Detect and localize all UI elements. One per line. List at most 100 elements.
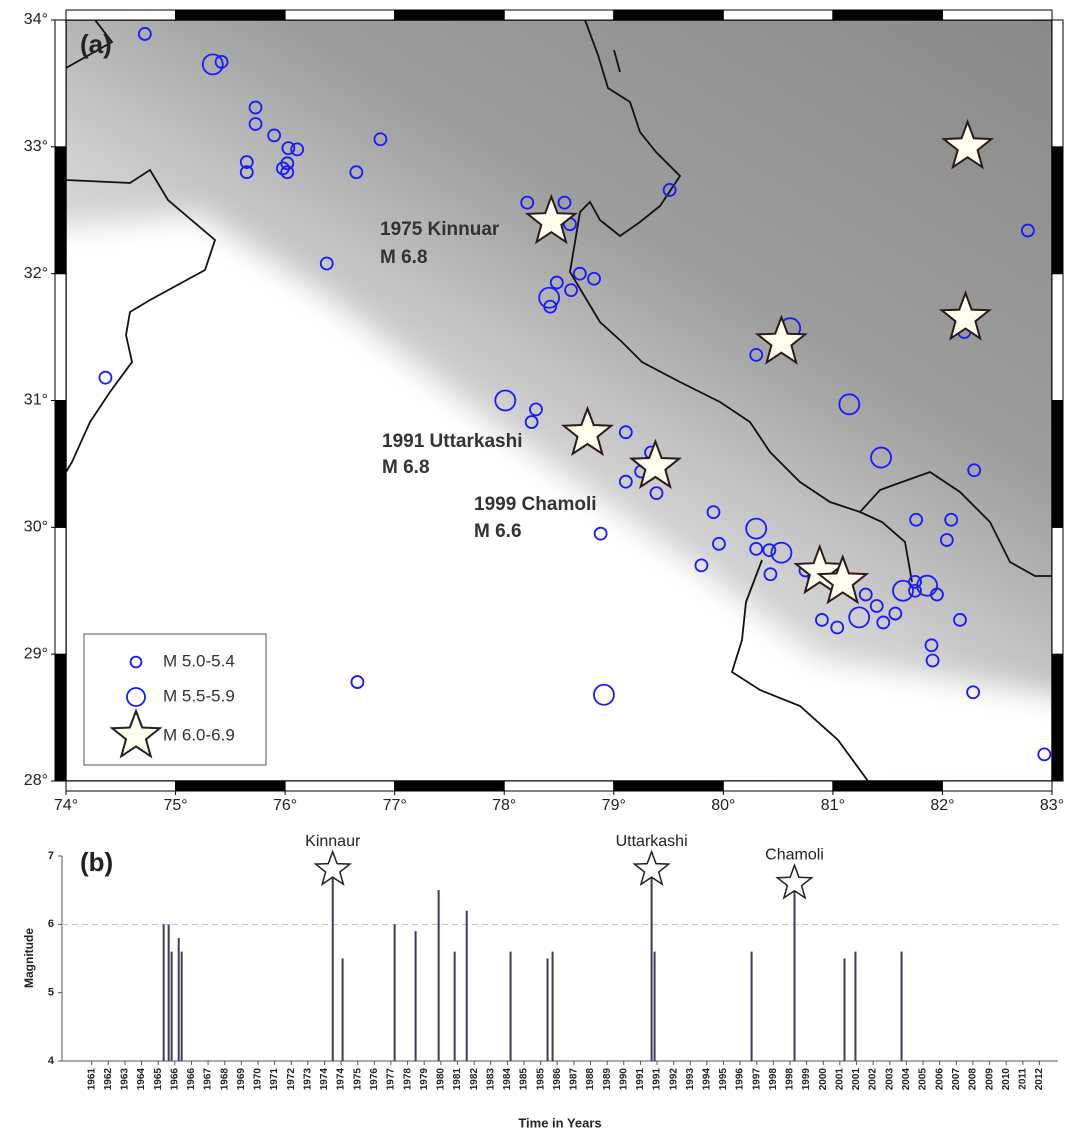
circle-marker [908, 583, 922, 598]
frame-band [284, 9, 396, 21]
x-tick-label: 1962 [103, 1068, 114, 1091]
frame-band [65, 780, 177, 792]
circle-marker [916, 574, 939, 597]
x-tick-label: 2001 [851, 1068, 862, 1091]
circle-marker [924, 638, 939, 653]
x-tick-label: 1970 [253, 1068, 264, 1091]
x-tick-label: 1990 [618, 1068, 629, 1091]
circle-marker [1020, 223, 1035, 238]
circle-marker [888, 606, 903, 621]
frame-band [175, 780, 286, 792]
annotation: M 6.8 [382, 457, 430, 478]
circle-marker [870, 446, 892, 469]
x-tick-label: 1996 [735, 1068, 746, 1091]
circle-marker [925, 653, 940, 668]
x-tick-label: 2000 [818, 1068, 829, 1091]
x-tick-label: 81° [821, 797, 845, 814]
x-tick-label: 2003 [884, 1068, 895, 1091]
circle-marker [201, 53, 224, 76]
circle-marker [494, 389, 517, 412]
x-tick-label: 2002 [868, 1068, 879, 1091]
frame-band [941, 780, 1053, 792]
event-label: Uttarkashi [616, 833, 688, 850]
x-tick-label: 1984 [502, 1068, 513, 1091]
x-tick-label: 1979 [419, 1068, 430, 1091]
y-tick-label: 31° [24, 392, 48, 409]
annotation: 1975 Kinnuar [380, 219, 500, 240]
x-tick-label: 1980 [436, 1068, 447, 1091]
x-tick-label: 1965 [153, 1068, 164, 1091]
y-tick-label: 33° [24, 138, 48, 155]
y-tick-label: 6 [48, 918, 54, 930]
x-tick-label: 1998 [785, 1068, 796, 1091]
circle-marker [763, 567, 778, 582]
x-tick-label: 1974 [319, 1068, 330, 1091]
star-marker [754, 314, 808, 365]
circle-marker [770, 541, 793, 564]
circle-marker [593, 526, 608, 541]
event-label: Chamoli [765, 847, 824, 864]
circle-marker [1037, 747, 1052, 762]
circle-marker [953, 613, 967, 627]
frame-band [1051, 526, 1064, 655]
x-tick-label: 83° [1040, 797, 1064, 814]
circle-marker [349, 165, 364, 180]
x-tick-label: 2006 [934, 1068, 945, 1091]
circle-marker [529, 402, 543, 417]
y-tick-label: 5 [48, 987, 54, 999]
annotation: M 6.6 [474, 521, 522, 542]
annotations: 1975 Kinnuar M 6.8 1991 Uttarkashi M 6.8… [380, 219, 597, 542]
frame-band [613, 9, 724, 21]
frame-band [65, 9, 177, 21]
circle-marker [749, 541, 764, 556]
x-tick-label: 1982 [469, 1068, 480, 1091]
x-tick-label: 77° [383, 797, 407, 814]
star-marker [524, 193, 578, 245]
circle-marker [564, 283, 578, 298]
circle-marker [815, 613, 829, 627]
star-marker [816, 554, 870, 605]
frame-band [394, 9, 505, 21]
circle-marker [248, 100, 263, 115]
event-star [313, 849, 352, 886]
circle-marker [319, 256, 334, 271]
x-tick-label: 1974 [336, 1068, 347, 1091]
circle-marker [520, 195, 535, 210]
circle-marker [248, 117, 263, 131]
x-tick-label: 1966 [169, 1068, 180, 1091]
circle-marker [239, 165, 254, 180]
y-tick-label: 32° [24, 265, 48, 282]
circle-marker [373, 132, 388, 147]
y-tick-label: 7 [48, 850, 54, 862]
x-tick-label: 75° [163, 797, 187, 814]
x-tick-label: 78° [492, 797, 516, 814]
panel-label: (a) [80, 29, 112, 59]
x-tick-label: 1987 [569, 1068, 580, 1091]
x-tick-label: 1997 [751, 1068, 762, 1091]
circle-marker [967, 463, 982, 478]
x-tick-label: 1966 [186, 1068, 197, 1091]
x-tick-label: 1983 [485, 1068, 496, 1091]
circle-marker [239, 155, 254, 169]
circle-marker [538, 286, 561, 309]
frame-band [54, 19, 67, 148]
frame-band [941, 9, 1053, 21]
x-tick-label: 1994 [701, 1068, 712, 1091]
circle-marker [587, 271, 601, 286]
star-marker [560, 405, 615, 457]
x-tick-label: 74° [54, 797, 78, 814]
y-tick-label: 4 [48, 1055, 55, 1067]
x-tick-label: 2012 [1034, 1068, 1045, 1091]
frame-band [722, 780, 834, 792]
circle-marker [649, 486, 664, 500]
x-tick-label: 1999 [801, 1068, 812, 1091]
x-tick-label: 1986 [552, 1068, 563, 1091]
x-tick-label: 1992 [668, 1068, 679, 1091]
x-tick-label: 1963 [120, 1068, 131, 1091]
frame-band [1051, 19, 1064, 148]
circle-marker [524, 415, 539, 429]
circle-marker [966, 685, 981, 700]
x-tick-label: 2007 [951, 1068, 962, 1091]
x-tick-label: 1961 [86, 1068, 97, 1091]
